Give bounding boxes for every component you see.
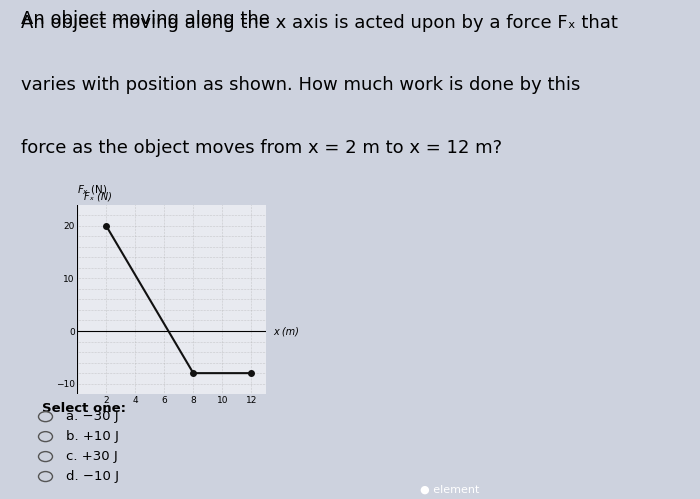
Text: b. +10 J: b. +10 J xyxy=(66,430,120,443)
Text: An object moving along the: An object moving along the xyxy=(21,10,276,28)
Text: Select one:: Select one: xyxy=(42,402,126,415)
Text: varies with position as shown. How much work is done by this: varies with position as shown. How much … xyxy=(21,76,580,94)
Text: x (m): x (m) xyxy=(273,326,299,336)
Text: a. −30 J: a. −30 J xyxy=(66,410,119,423)
Text: ● element: ● element xyxy=(420,485,480,495)
Text: An object moving along the x axis is acted upon by a force Fₓ that: An object moving along the x axis is act… xyxy=(21,14,618,32)
Text: force as the object moves from x = 2 m to x = 12 m?: force as the object moves from x = 2 m t… xyxy=(21,139,502,157)
Text: d. −10 J: d. −10 J xyxy=(66,470,120,483)
Text: $F_x$ (N): $F_x$ (N) xyxy=(77,184,108,197)
Text: Fₓ (N): Fₓ (N) xyxy=(84,192,112,202)
Text: c. +30 J: c. +30 J xyxy=(66,450,118,463)
